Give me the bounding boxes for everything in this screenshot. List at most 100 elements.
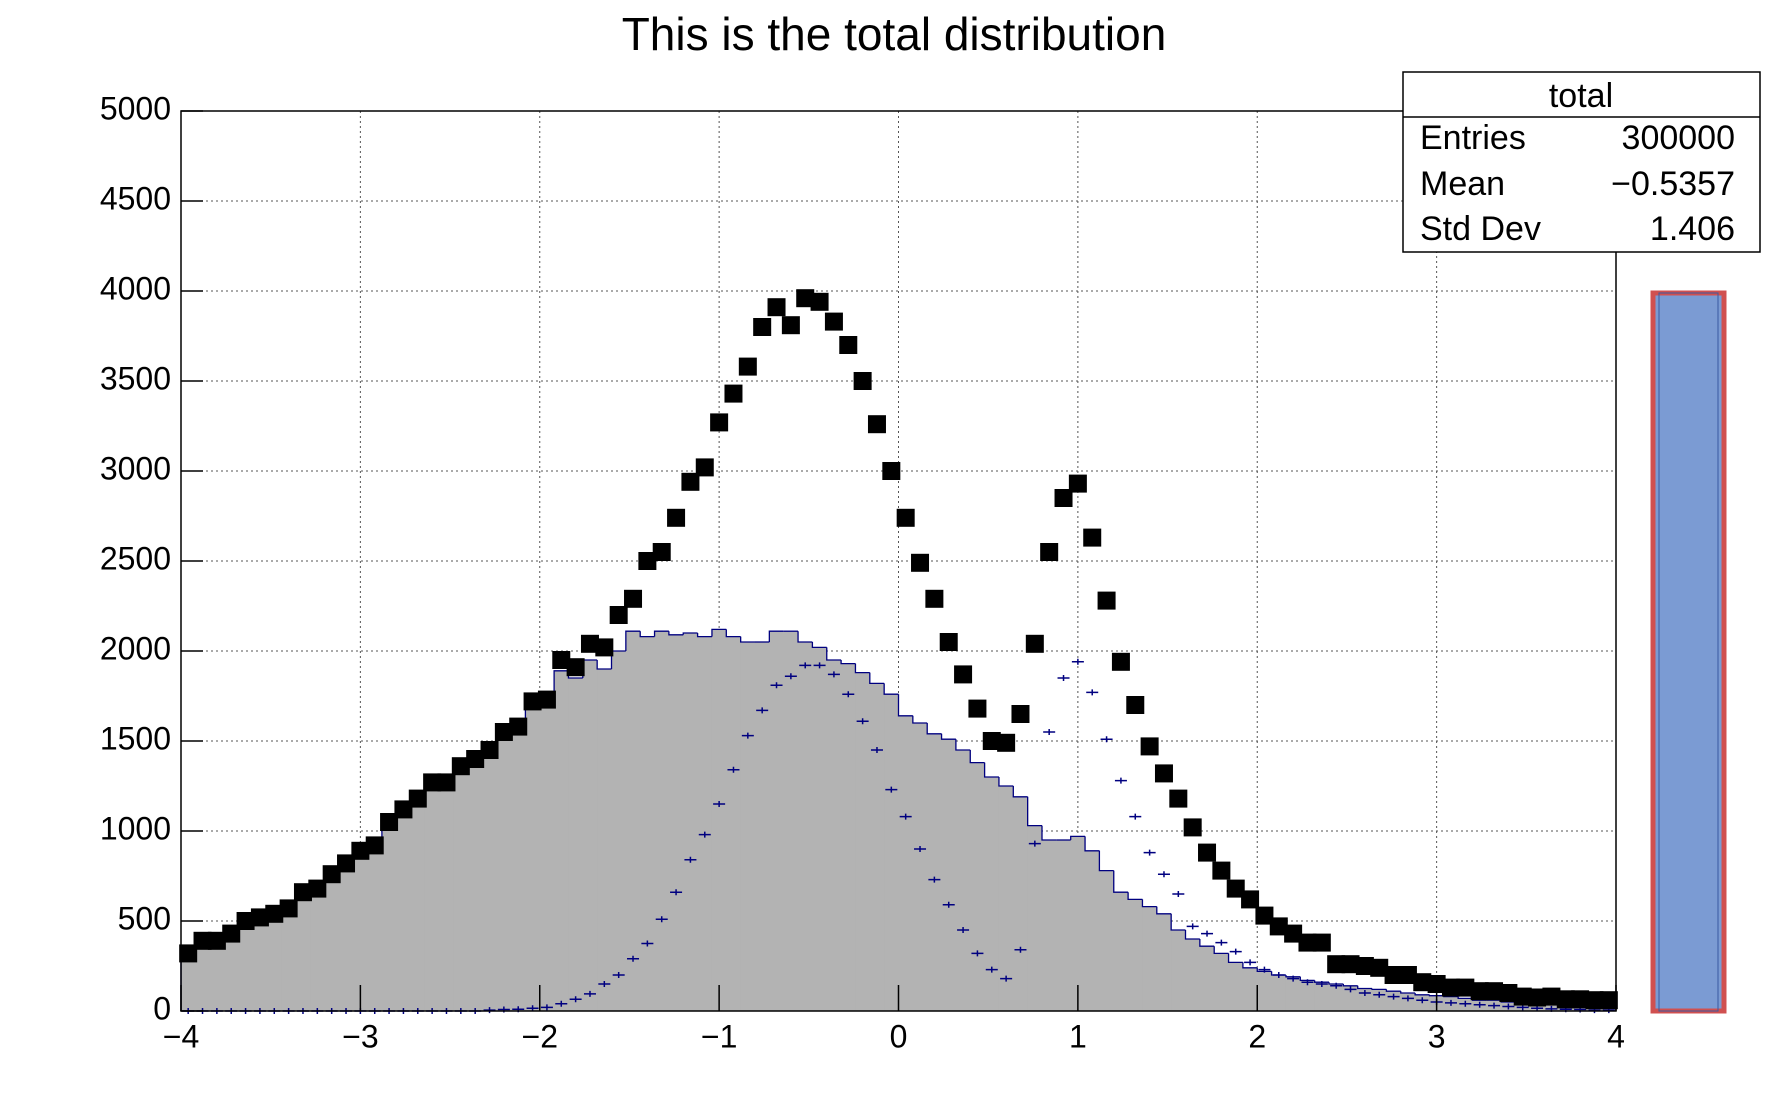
- cross-marker: [641, 940, 654, 947]
- histogram-edge: [668, 631, 684, 636]
- stats-box: total Entries 300000 Mean −0.5357 Std De…: [1402, 71, 1761, 253]
- square-marker: [1298, 933, 1317, 952]
- cross-marker: [583, 990, 596, 997]
- histogram-edge: [955, 739, 971, 751]
- histogram-edge: [840, 660, 856, 665]
- y-tick-label: 3500: [100, 360, 171, 396]
- square-marker: [896, 508, 915, 527]
- cross-marker: [1315, 981, 1328, 987]
- histogram-edge: [998, 777, 1014, 787]
- histogram-bar: [769, 631, 785, 1011]
- cross-marker: [741, 732, 754, 739]
- histogram-edge: [740, 636, 755, 643]
- square-marker: [1011, 705, 1030, 723]
- histogram-edge: [897, 694, 913, 717]
- y-tick-label: 3000: [100, 450, 171, 486]
- square-marker: [365, 836, 384, 855]
- histogram-bar: [927, 733, 943, 1011]
- histogram-bar: [295, 895, 311, 1011]
- histogram-edge: [1242, 962, 1258, 969]
- cross-marker: [1272, 972, 1285, 978]
- square-marker: [1542, 987, 1561, 1006]
- y-tick-label: 4500: [100, 180, 171, 216]
- histogram-edge: [1012, 786, 1028, 798]
- square-marker: [480, 741, 499, 759]
- square-marker: [236, 912, 255, 930]
- cross-marker: [870, 747, 883, 753]
- histogram-bar: [267, 915, 282, 1011]
- cross-marker: [1157, 871, 1170, 878]
- cross-marker: [612, 972, 625, 978]
- cross-marker: [670, 889, 683, 896]
- histogram-bar: [396, 813, 412, 1011]
- histogram-bar: [826, 660, 842, 1011]
- cross-marker: [1502, 1003, 1515, 1010]
- histogram-edge: [883, 683, 899, 695]
- square-marker: [1241, 890, 1260, 909]
- square-marker: [1269, 917, 1288, 936]
- x-tick-label: 0: [890, 1018, 908, 1054]
- cross-marker: [540, 1004, 553, 1011]
- square-marker: [1054, 489, 1073, 507]
- histogram-edge: [940, 733, 956, 740]
- cross-marker: [684, 856, 697, 863]
- square-marker: [1413, 973, 1432, 992]
- square-marker: [982, 732, 1001, 750]
- histogram-bar: [238, 921, 254, 1011]
- histogram-bar: [697, 636, 713, 1011]
- square-marker: [1585, 991, 1604, 1010]
- x-tick-label: 1: [1069, 1018, 1087, 1054]
- cross-marker: [1444, 999, 1457, 1006]
- histogram-edge: [1400, 991, 1416, 994]
- cross-marker: [1287, 975, 1300, 982]
- square-marker: [494, 723, 513, 741]
- square-marker: [595, 638, 614, 657]
- square-marker: [1556, 990, 1575, 1009]
- histogram-bar: [1128, 899, 1143, 1011]
- cross-marker: [555, 1000, 568, 1007]
- histogram-edge: [1414, 993, 1430, 996]
- cross-marker: [914, 846, 927, 852]
- histogram-edge: [1027, 796, 1042, 827]
- cross-marker: [899, 813, 912, 820]
- cross-marker: [770, 682, 783, 689]
- square-marker: [580, 634, 599, 653]
- histogram-edge: [1428, 994, 1444, 997]
- cross-marker: [655, 916, 668, 923]
- cross-marker: [1244, 959, 1257, 966]
- square-marker: [337, 854, 356, 873]
- cross-marker: [1387, 993, 1400, 1000]
- histogram-bar: [912, 723, 928, 1011]
- square-marker: [1226, 879, 1245, 898]
- square-marker: [1097, 591, 1116, 610]
- cross-marker: [1373, 991, 1386, 998]
- histogram-bar: [252, 919, 268, 1011]
- histogram-bar: [1013, 796, 1029, 1011]
- histogram-edge: [1227, 953, 1243, 964]
- cross-marker: [1344, 986, 1357, 993]
- cross-marker: [1416, 997, 1429, 1004]
- cross-marker: [885, 786, 898, 793]
- histogram-edge: [1156, 906, 1172, 915]
- histogram-edge: [1127, 892, 1143, 901]
- square-marker: [781, 316, 800, 335]
- square-marker: [824, 312, 843, 331]
- x-tick-label: −1: [701, 1018, 737, 1054]
- square-marker: [925, 589, 944, 608]
- square-marker: [882, 462, 901, 480]
- histogram-edge: [1084, 836, 1100, 852]
- cross-marker: [756, 707, 769, 714]
- cross-marker: [856, 718, 869, 725]
- histogram-bar: [381, 827, 397, 1011]
- cross-marker: [985, 966, 998, 973]
- square-marker: [179, 944, 198, 963]
- histogram-bar: [525, 705, 541, 1011]
- y-tick-label: 500: [118, 900, 171, 936]
- cross-marker: [1014, 946, 1027, 953]
- histogram-bar: [1300, 980, 1316, 1011]
- histogram-edge: [1371, 988, 1387, 991]
- stats-value: −0.5357: [1611, 165, 1735, 203]
- cross-marker: [483, 1007, 496, 1014]
- histogram-edge: [625, 630, 641, 651]
- histogram-edge: [826, 647, 842, 661]
